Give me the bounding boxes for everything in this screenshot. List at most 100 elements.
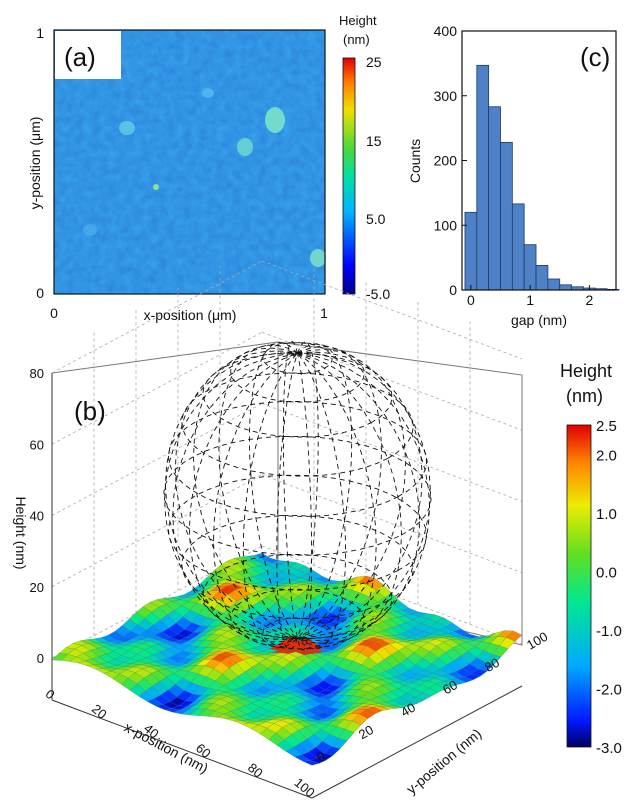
colorbar-a: Height (nm) 25 15 5.0 -5.0 <box>339 13 390 302</box>
sphere-parallel <box>262 342 333 374</box>
sphere-meridian <box>218 344 377 647</box>
3d-box-front <box>51 373 523 799</box>
colorbar-b-tick: 0.0 <box>596 564 617 581</box>
histogram-axes: 0 1 2 0 100 200 300 400 <box>434 23 594 308</box>
colorbar-b-tick: -1.0 <box>596 623 622 640</box>
colorbar-b-tick: -3.0 <box>596 740 622 757</box>
sphere-parallel <box>181 372 414 477</box>
x-tick-label: 2 <box>585 292 593 308</box>
y-tick-label-3d: 80 <box>482 655 502 675</box>
y-tick-label-3d: 60 <box>440 677 460 697</box>
panel-c-label: (c) <box>580 42 610 72</box>
back-wall-right <box>277 341 523 646</box>
3d-grid-lines <box>51 260 523 659</box>
x-tick-label-3d: 80 <box>245 760 266 781</box>
y-tick-label-3d: 40 <box>398 700 418 720</box>
sphere-parallel <box>230 342 365 403</box>
histogram-bars <box>464 64 620 291</box>
y-tick-label: 300 <box>434 88 458 104</box>
surface-feature <box>202 88 214 98</box>
y-tick-label: 1 <box>36 25 44 41</box>
panel-a-label-box <box>55 31 121 79</box>
panel-a-label: (a) <box>64 42 96 72</box>
afm-map-axes: 0 1 0 1 x-position (μm) y-position (μm) <box>27 25 328 323</box>
y-tick-label: 400 <box>434 23 458 39</box>
afm-map-frame <box>53 29 326 295</box>
panel-c-histogram: 0 1 2 0 100 200 300 400 (c) gap (nm) Counts <box>407 23 620 328</box>
z-tick-label: 80 <box>30 366 44 381</box>
colorbar-a-title: Height <box>339 13 377 28</box>
histogram-bar <box>535 264 549 291</box>
z-tick-label: 20 <box>30 580 44 595</box>
x-axis-line <box>51 699 313 799</box>
colorbar-b-tick: 1.0 <box>596 506 617 523</box>
histogram-bar <box>464 211 478 291</box>
histogram-bar <box>488 106 501 291</box>
sphere-meridian <box>242 343 353 649</box>
nanoparticle-sphere <box>163 340 432 651</box>
y-axis-label: y-position (μm) <box>27 117 43 210</box>
colorbar-b-title: Height <box>560 361 612 381</box>
x-tick-label: 1 <box>526 292 534 308</box>
3d-box-walls <box>51 260 523 659</box>
x-tick-label-3d: 0 <box>43 686 58 702</box>
colorbar-b-tick: -2.0 <box>596 681 622 698</box>
x-tick-label-3d: 100 <box>291 775 317 800</box>
histogram-bar <box>511 203 525 291</box>
y-tick-label: 200 <box>434 153 458 169</box>
colorbar-b: Height (nm) 2.5 2.0 1.0 0.0 -1.0 -2.0 -3.0 <box>560 361 622 757</box>
x-tick-label: 0 <box>467 292 475 308</box>
z-axis-label: Height (nm) <box>13 496 29 569</box>
grid-line <box>51 474 263 588</box>
sphere-parallel <box>202 352 393 438</box>
colorbar-a-tick: -5.0 <box>366 286 390 302</box>
sphere-meridian <box>164 352 431 640</box>
histogram-bar <box>476 64 490 291</box>
afm-map-features <box>83 88 326 267</box>
grid-line <box>261 331 523 431</box>
sphere-parallel <box>262 617 333 650</box>
surface-cell <box>302 760 320 766</box>
surface-feature <box>83 224 97 236</box>
colorbar-b-gradient <box>566 424 592 748</box>
sphere-parallel <box>230 589 365 650</box>
surface-feature <box>310 249 326 267</box>
sphere-parallel <box>167 401 428 517</box>
colorbar-a-tick: 15 <box>366 133 382 149</box>
histogram-bar <box>523 244 537 291</box>
y-tick-label: 0 <box>449 282 457 298</box>
z-tick-label: 40 <box>30 509 44 524</box>
y-axis-label-3d: y-position (nm) <box>403 725 484 797</box>
colorbar-a-tick: 5.0 <box>366 211 386 227</box>
surface-feature <box>119 121 135 135</box>
grid-line <box>51 403 263 516</box>
y-axis-line <box>311 685 523 799</box>
x-axis-label: x-position (μm) <box>144 307 237 323</box>
surface-feature <box>153 184 159 190</box>
x-tick-label-3d: 20 <box>89 701 110 722</box>
sphere-parallel <box>202 554 393 639</box>
surface-feature <box>265 107 285 133</box>
colorbar-b-ticks: 2.5 2.0 1.0 0.0 -1.0 -2.0 -3.0 <box>596 418 622 757</box>
grid-line <box>261 474 523 574</box>
z-tick-label: 0 <box>37 651 44 666</box>
grid-line <box>261 260 523 360</box>
z-tick-label: 60 <box>30 437 44 452</box>
y-tick-label-3d: 20 <box>356 722 376 742</box>
x-tick-label: 1 <box>320 305 328 321</box>
histogram-y-label: Counts <box>407 139 423 183</box>
colorbar-a-tick: 25 <box>366 54 382 70</box>
height-surface <box>51 552 523 766</box>
y-tick-label-3d: 100 <box>524 629 550 653</box>
panel-b-label: (b) <box>74 396 106 426</box>
x-tick-label: 0 <box>50 305 58 321</box>
grid-line <box>261 403 523 502</box>
colorbar-b-tick: 2.0 <box>596 447 617 464</box>
colorbar-a-unit: (nm) <box>343 32 370 47</box>
histogram-x-label: gap (nm) <box>511 312 567 328</box>
histogram-bar <box>547 278 561 291</box>
sphere-parallel <box>181 515 414 619</box>
grid-line <box>51 331 263 445</box>
